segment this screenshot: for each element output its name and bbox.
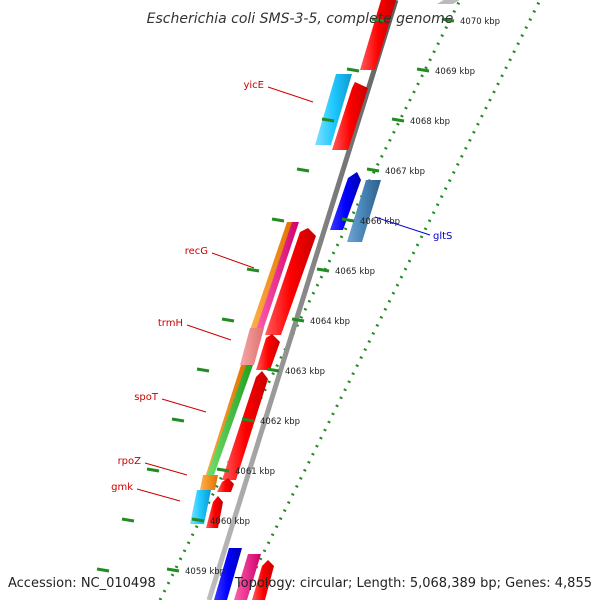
gene-leader-line — [144, 462, 188, 476]
accession-text: Accession: NC_010498 — [8, 576, 156, 591]
ruler-tick — [441, 17, 455, 23]
ruler-tick — [291, 317, 305, 323]
ruler-tick — [96, 567, 110, 573]
gene-label-rpoz[interactable]: rpoZ — [118, 456, 142, 467]
ruler-tick — [121, 517, 135, 523]
ruler-tick — [416, 67, 430, 73]
gene-feature[interactable] — [360, 0, 396, 70]
gene-leader-line — [211, 252, 255, 269]
ruler-tick — [241, 417, 255, 423]
gene-label-layer: yicE recG trmH spoT rpoZ gmk gltS — [111, 80, 452, 502]
ruler-tick — [146, 467, 160, 473]
ruler-tick — [321, 117, 335, 123]
gene-leader-line — [267, 86, 314, 103]
gene-feature[interactable] — [252, 560, 274, 600]
gene-feature[interactable] — [217, 478, 234, 492]
reverse-strand-features — [330, 172, 381, 242]
ruler-tick — [271, 217, 285, 223]
ruler-tick — [191, 517, 205, 523]
genome-backbone — [206, 0, 399, 600]
gene-label-glts[interactable]: gltS — [433, 231, 452, 242]
ruler-tick — [196, 367, 210, 373]
forward-strand-features — [190, 0, 463, 600]
inner-tick-track — [238, 0, 542, 600]
gene-leader-line — [374, 216, 431, 236]
ruler-label: 4064 kbp — [310, 317, 350, 327]
ruler-tick — [216, 467, 230, 473]
gene-feature[interactable] — [240, 328, 264, 365]
ruler-tick — [221, 317, 235, 323]
ruler-label: 4066 kbp — [360, 217, 400, 227]
genome-title: Escherichia coli SMS-3-5, complete genom… — [147, 11, 454, 27]
gene-feature[interactable] — [234, 554, 261, 600]
gene-feature[interactable] — [190, 490, 211, 524]
ruler-tick — [296, 167, 310, 173]
ruler-tick — [266, 367, 280, 373]
gene-label-recg[interactable]: recG — [185, 246, 208, 257]
ruler-label: 4065 kbp — [335, 267, 375, 277]
gene-feature[interactable] — [206, 496, 223, 528]
outer-tick-track — [158, 0, 462, 600]
inner-ticks — [166, 17, 455, 573]
gene-feature[interactable] — [256, 334, 280, 370]
gene-feature[interactable] — [330, 172, 361, 230]
ruler-tick — [371, 17, 385, 23]
ruler-label: 4061 kbp — [235, 467, 275, 477]
gene-feature[interactable] — [332, 82, 368, 150]
ruler-label: 4059 kbp — [185, 567, 225, 577]
gene-feature[interactable] — [437, 0, 463, 4]
ruler-tick — [246, 267, 260, 273]
ruler-tick — [366, 167, 380, 173]
ruler-tick — [171, 417, 185, 423]
gene-feature[interactable] — [200, 475, 218, 490]
gene-leader-line — [161, 398, 207, 413]
gene-label-spot[interactable]: spoT — [134, 392, 159, 403]
gene-leader-line — [186, 324, 232, 341]
ruler-label: 4070 kbp — [460, 17, 500, 27]
gene-label-trmh[interactable]: trmH — [158, 318, 183, 329]
genome-summary-text: Topology: circular; Length: 5,068,389 bp… — [234, 576, 592, 591]
ruler-tick — [391, 117, 405, 123]
ruler-label: 4068 kbp — [410, 117, 450, 127]
gene-feature[interactable] — [207, 365, 253, 475]
gene-feature[interactable] — [214, 548, 242, 600]
gene-feature[interactable] — [256, 222, 299, 330]
ruler-labels: 4070 kbp 4069 kbp 4068 kbp 4067 kbp 4066 kbp… — [185, 17, 500, 577]
gene-feature[interactable] — [265, 228, 316, 335]
outer-ticks — [96, 17, 385, 573]
ruler-label: 4067 kbp — [385, 167, 425, 177]
ruler-tick — [341, 217, 355, 223]
gene-feature[interactable] — [347, 180, 381, 242]
ruler-label: 4069 kbp — [435, 67, 475, 77]
ruler-tick — [166, 567, 180, 573]
ruler-label: 4060 kbp — [210, 517, 250, 527]
ruler-label: 4063 kbp — [285, 367, 325, 377]
gene-label-gmk[interactable]: gmk — [111, 482, 133, 493]
gene-label-yice[interactable]: yicE — [243, 80, 264, 91]
ruler-tick — [316, 267, 330, 273]
gene-leader-line — [136, 488, 181, 502]
ruler-tick — [346, 67, 360, 73]
gene-feature[interactable] — [315, 74, 352, 145]
ruler-label: 4062 kbp — [260, 417, 300, 427]
gene-feature[interactable] — [222, 371, 268, 480]
